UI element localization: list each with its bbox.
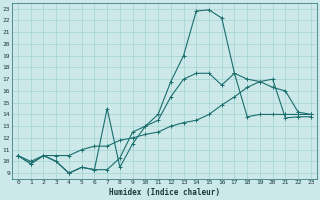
X-axis label: Humidex (Indice chaleur): Humidex (Indice chaleur): [109, 188, 220, 197]
